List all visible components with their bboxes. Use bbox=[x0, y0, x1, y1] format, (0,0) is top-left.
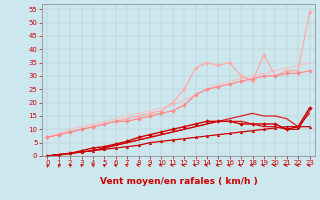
X-axis label: Vent moyen/en rafales ( km/h ): Vent moyen/en rafales ( km/h ) bbox=[100, 177, 257, 186]
